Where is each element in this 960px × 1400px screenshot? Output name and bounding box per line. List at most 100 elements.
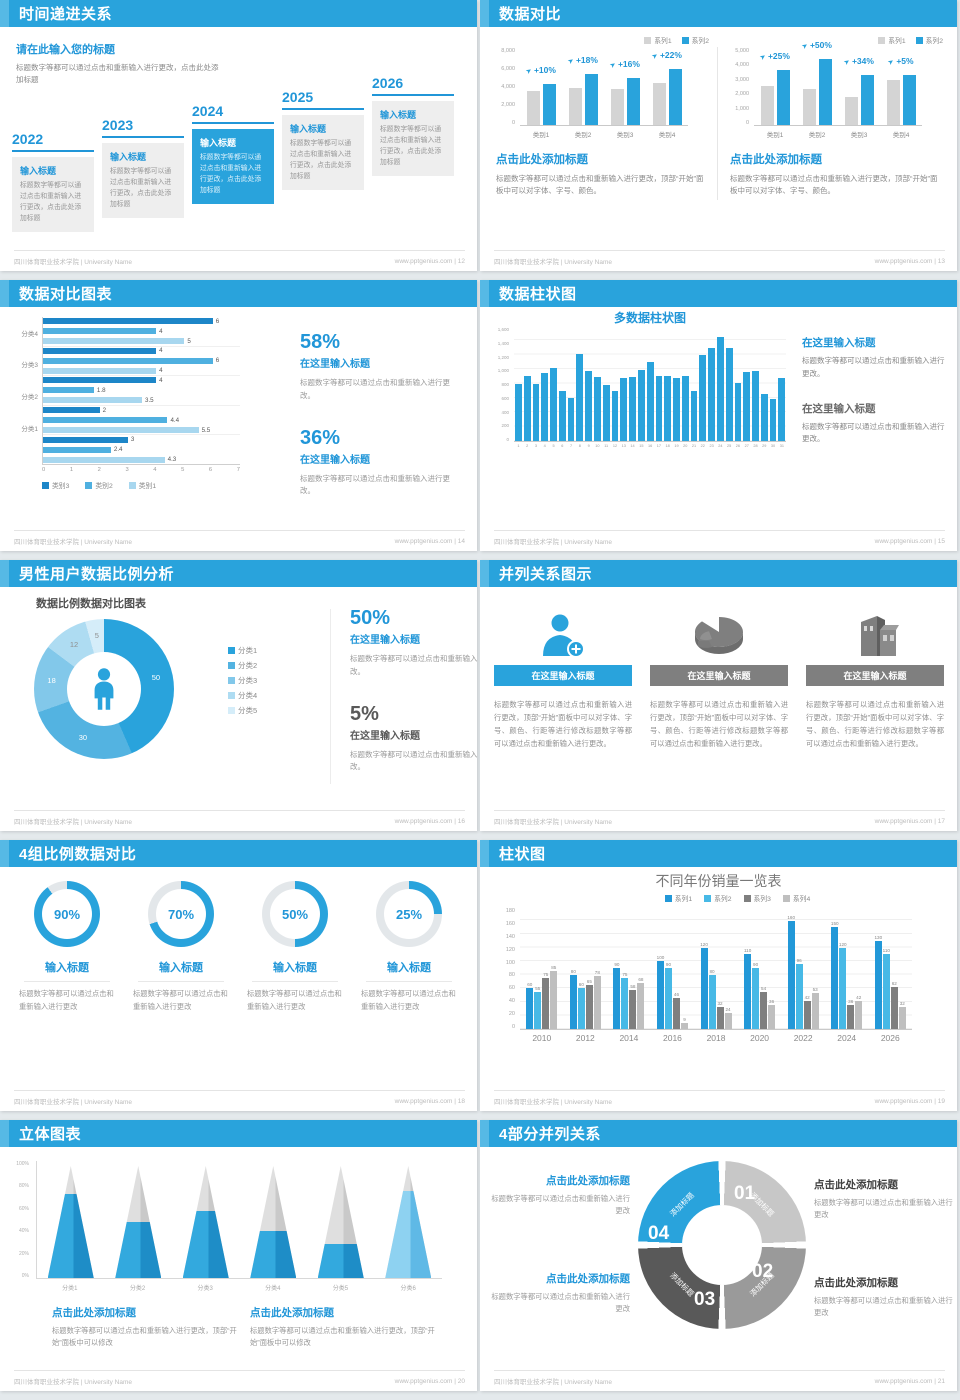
bar-group: 100 90 46 9	[651, 908, 695, 1029]
bar-row: 2.4	[43, 446, 240, 454]
timeline-card-title: 输入标题	[200, 138, 237, 148]
x-tick-label: 类别2	[808, 132, 826, 139]
plot-area: ➤+25% ➤+50% ➤+34% ➤+5%	[754, 40, 922, 126]
bar	[594, 377, 601, 441]
segment-number: 01	[734, 1183, 756, 1204]
gauge-card: 50% 输入标题 标题数字等都可以通过点击和重新输入进行更改	[239, 881, 351, 1014]
bar	[655, 376, 663, 441]
cone-slot	[315, 1161, 367, 1278]
bar-group: 80 60 65 78	[564, 908, 608, 1029]
grouped-column-chart: 系列1 系列2 系列3 系列4 180 160 140 120 100 80 60 40 20 0 60 55…	[498, 893, 957, 1043]
vertical-divider	[330, 609, 331, 784]
y-tick-label: 1,400	[497, 340, 509, 346]
bar-wrap: 78	[593, 908, 601, 1029]
stat-body: 标题数字等都可以通过点击和重新输入进行更改。	[350, 654, 477, 676]
stat-heading: 在这里输入标题	[802, 337, 876, 349]
legend-label: 系列2	[691, 38, 709, 45]
legend-item: 系列1	[644, 35, 672, 45]
slide-footer: 四川体育职业技术学院 | University Name www.pptgeniu…	[494, 250, 945, 271]
bar-column	[655, 376, 663, 441]
timeline-underline	[282, 108, 364, 110]
bar-row: 4	[43, 347, 240, 355]
cone	[385, 1166, 432, 1278]
x-tick-label: 分类1	[62, 1286, 78, 1292]
cell-19: 柱状图 不同年份销量一览表 系列1 系列2 系列3 系列4 180 160 140 120 10…	[480, 840, 960, 1120]
bar	[768, 1004, 776, 1029]
legend-label: 分类2	[238, 661, 258, 670]
timeline-underline	[192, 122, 274, 124]
x-tick-label: 类别1	[766, 132, 784, 139]
bar	[43, 367, 157, 374]
stat-heading: 在这里输入标题	[300, 359, 370, 370]
bar-group: 4 1.8 3.5	[43, 375, 240, 405]
legend-label: 系列1	[654, 38, 672, 45]
timeline-card-body: 标题数字等都可以通过点击和重新输入进行更改，点击此处添加标题	[110, 168, 172, 208]
bar-column	[532, 383, 540, 441]
slide-body: 分类4 分类3 分类2 分类1 6 4 5 4 6 4 4 1.8 3.5 2 4.4 5.5 3 2.4 4.3 0…	[0, 307, 477, 530]
y-axis: 100% 80% 60% 40% 20% 0%	[8, 1161, 32, 1279]
bar-wrap: 110	[744, 908, 751, 1029]
slide-timeline: 时间递进关系 请在此输入您的标题 标题数字等都可以通过点击和重新输入进行更改，点…	[0, 0, 477, 271]
slide-header: 立体图表	[0, 1120, 477, 1147]
header-accent	[480, 840, 489, 867]
bar	[725, 347, 733, 441]
footer-school: 四川体育职业技术学院 | University Name	[14, 819, 132, 826]
x-tick-label: 27	[744, 444, 749, 448]
bar-wrap: 90	[613, 908, 621, 1029]
slice-value-label: 30	[78, 732, 88, 742]
y-tick-label: 2,000	[501, 102, 515, 108]
timeline-card: 输入标题 标题数字等都可以通过点击和重新输入进行更改，点击此处添加标题	[102, 143, 184, 218]
stat-body: 标题数字等都可以通过点击和重新输入进行更改。	[802, 421, 945, 444]
bar	[652, 83, 666, 125]
donut-hole	[67, 652, 141, 726]
x-tick-label: 12	[612, 444, 618, 448]
slide-body: 100% 80% 60% 40% 20% 0% 分类1 分类2 分类3 分类4 分类5 分类6 点击此…	[0, 1147, 477, 1370]
bar-column	[725, 347, 733, 441]
x-tick-label: 7	[236, 467, 240, 473]
bar-column	[769, 398, 777, 441]
x-axis: 类别1 类别2 类别3 类别4	[754, 129, 922, 139]
slide-hbar-compare: 数据对比图表 分类4 分类3 分类2 分类1 6 4 5 4 6 4 4 1.8 3.5 2 4.4 5.5 3…	[0, 280, 477, 551]
x-axis: 2010 2012 2014 2016 2018 2020 2022 2024 2026	[520, 1033, 912, 1043]
bar-value-label: 9	[683, 1016, 686, 1022]
bar	[778, 378, 786, 441]
callout-heading: 点击此处添加标题	[546, 1273, 630, 1285]
x-tick-label: 31	[779, 444, 784, 448]
callout-heading: 点击此处添加标题	[546, 1175, 630, 1187]
x-tick-label: 15	[639, 444, 644, 448]
x-tick-label: 分类3	[197, 1286, 213, 1292]
gauge-hole: 50%	[270, 889, 320, 939]
bar	[802, 89, 816, 125]
bar-column	[523, 376, 531, 441]
growth-arrow-icon: ➤	[842, 57, 852, 68]
slide-body: 数据比例数据对比图表 50 30 18 12 5 分类1 分类2 分类3 分类4 分类5 50%…	[0, 587, 477, 810]
y-tick-label: 6,000	[501, 66, 515, 72]
cone	[182, 1166, 229, 1278]
bar	[43, 347, 157, 354]
bar-value-label: 32	[899, 1001, 905, 1007]
bar-value-label: 90	[753, 962, 759, 967]
item-title-bar: 在这里输入标题	[806, 665, 944, 686]
bar	[656, 961, 664, 1029]
bar	[690, 390, 698, 441]
x-tick-label: 类别4	[658, 132, 676, 139]
chart-area: 5,000 4,000 3,000 2,000 1,000 0 ➤+25% ➤+50% ➤+34…	[726, 40, 951, 126]
growth-value: +16%	[617, 59, 640, 70]
stat-percent: 36%	[300, 426, 341, 449]
bar-value-label: 80	[709, 968, 715, 974]
bar-value-label: 2	[102, 406, 107, 414]
growth-label: ➤+10%	[520, 65, 562, 76]
bar	[43, 407, 100, 414]
bar-value-label: 4.4	[170, 416, 180, 424]
stats-column: 50% 在这里输入标题 标题数字等都可以通过点击和重新输入进行更改。 5% 在这…	[350, 607, 477, 798]
right-panel: 系列1 系列2 5,000 4,000 3,000 2,000 1,000 0 ➤+25% ➤+5…	[726, 35, 951, 198]
slide-body: 系列1 系列2 8,000 6,000 4,000 2,000 0 ➤+10% ➤+18% ➤+1…	[480, 27, 957, 250]
y-tick-label: 100%	[16, 1161, 29, 1167]
gauge-hole: 90%	[42, 889, 92, 939]
legend-label: 分类1	[238, 646, 258, 655]
intro-block: 请在此输入您的标题 标题数字等都可以通过点击和重新输入进行更改，点击此处添加标题	[16, 41, 221, 86]
bar-column	[558, 390, 566, 441]
bar	[637, 982, 645, 1029]
bar	[550, 367, 557, 441]
building-icon	[806, 607, 944, 665]
